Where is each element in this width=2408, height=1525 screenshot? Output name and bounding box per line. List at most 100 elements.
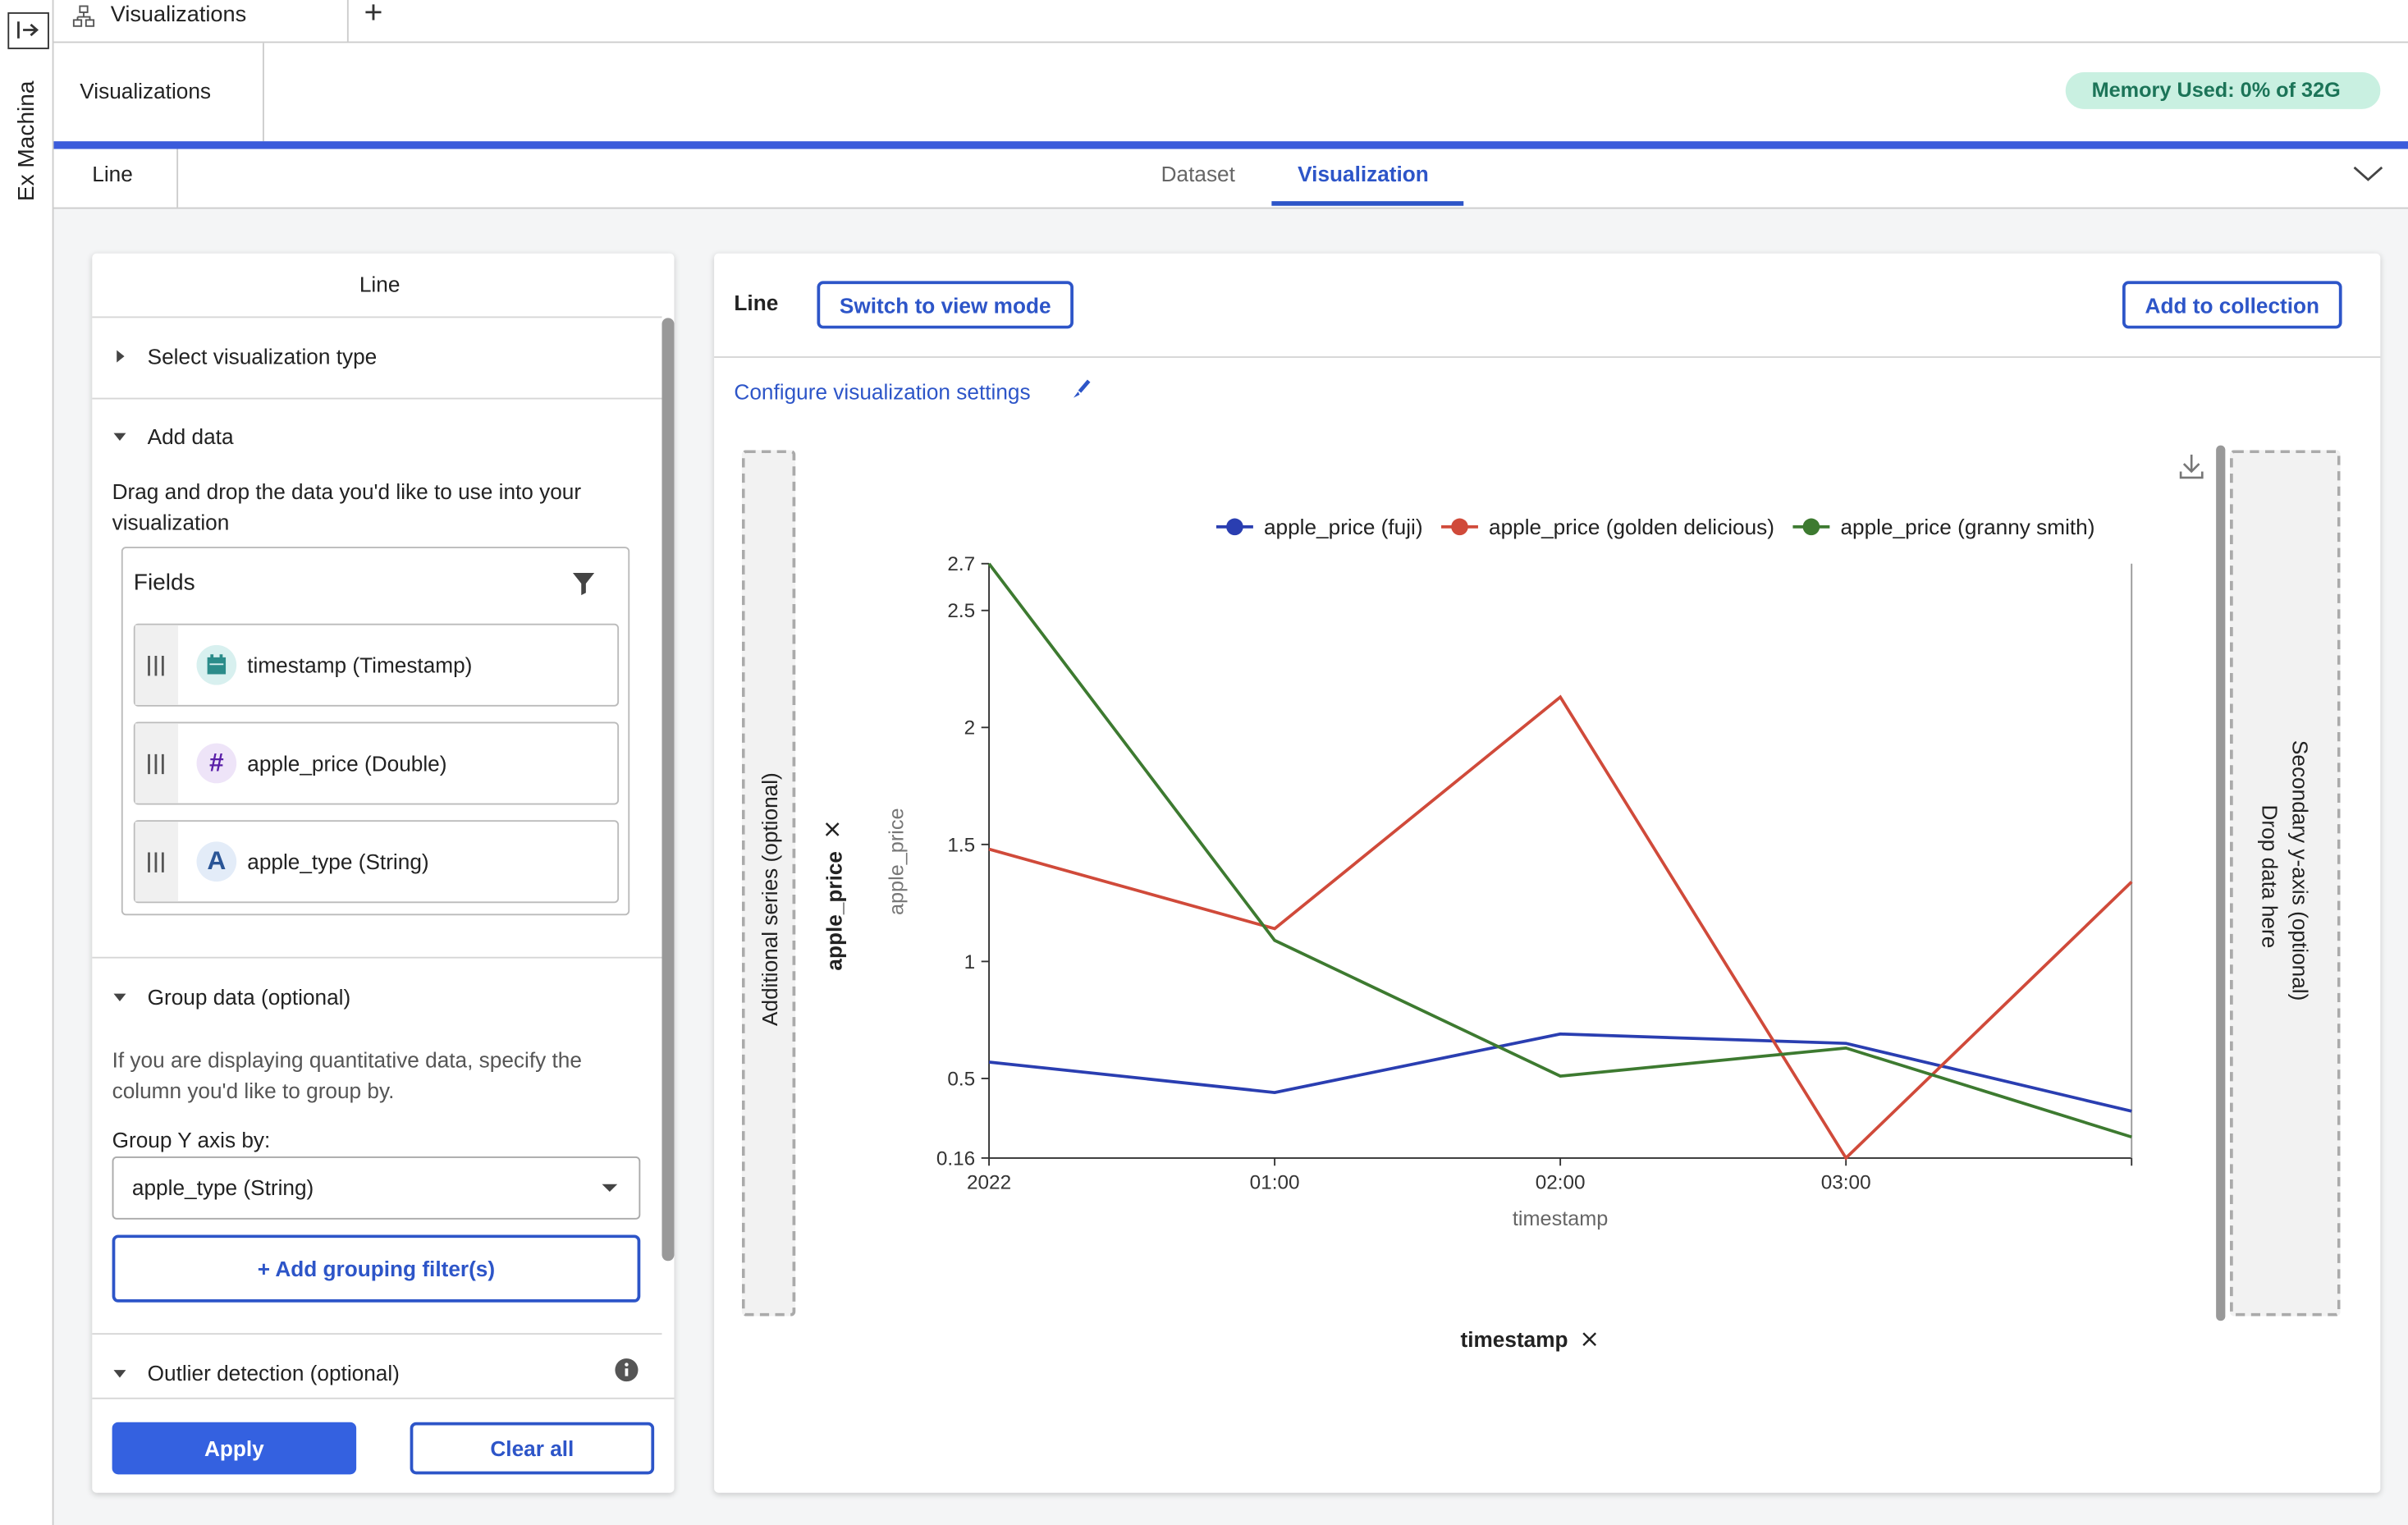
collapse-icon xyxy=(17,21,39,39)
select-caret xyxy=(602,1184,618,1193)
section-title[interactable]: Outlier detection (optional) xyxy=(147,1360,400,1385)
group-label: Group Y axis by: xyxy=(112,1127,271,1152)
memory-pill xyxy=(2065,71,2381,109)
switch-button[interactable]: Switch to view mode xyxy=(817,281,1074,329)
x-tick-label: 2022 xyxy=(967,1171,1011,1193)
splitter[interactable] xyxy=(2216,445,2226,1321)
legend-marker xyxy=(1802,518,1820,536)
divider xyxy=(92,1397,675,1399)
add-filter-button[interactable]: + Add grouping filter(s) xyxy=(112,1234,641,1303)
tab-label: Visualizations xyxy=(110,2,247,28)
field-item[interactable]: timestamp (Timestamp) xyxy=(133,623,620,707)
divider xyxy=(92,1333,662,1335)
section-title[interactable]: Add data xyxy=(147,424,234,449)
grip-icon xyxy=(148,753,164,775)
field-item[interactable]: A apple_type (String) xyxy=(133,820,620,904)
y-tick-label: 2.7 xyxy=(947,553,975,575)
configure-link[interactable]: Configure visualization settings xyxy=(734,379,1031,405)
tab-bar xyxy=(53,0,2408,44)
calendar-icon xyxy=(207,654,227,675)
divider xyxy=(92,956,662,959)
field-icon xyxy=(196,644,237,685)
caret-right xyxy=(117,350,125,363)
x-tick-label: 02:00 xyxy=(1536,1171,1586,1193)
field-label: timestamp (Timestamp) xyxy=(247,653,473,678)
field-icon: # xyxy=(196,743,237,784)
filter-icon[interactable] xyxy=(571,571,596,596)
group-value: apple_type (String) xyxy=(131,1175,314,1200)
tab[interactable] xyxy=(53,0,349,42)
y-tick-label: 0.16 xyxy=(936,1147,975,1170)
viz-title: Line xyxy=(734,290,779,315)
divider xyxy=(176,149,179,208)
scrollbar xyxy=(662,318,675,1262)
field-label: apple_price (Double) xyxy=(247,751,447,776)
y-tick-label: 2.5 xyxy=(947,600,975,622)
section-title[interactable]: Group data (optional) xyxy=(147,984,351,1010)
help-text: Drag and drop the data you'd like to use… xyxy=(112,479,582,534)
divider xyxy=(92,397,662,400)
clear-button[interactable]: Clear all xyxy=(410,1422,655,1475)
tab-underline xyxy=(1271,201,1464,206)
x-field: timestamp xyxy=(1460,1326,1568,1352)
caret-down xyxy=(113,993,126,1002)
subheader-title: Line xyxy=(92,161,133,186)
legend-label: apple_price (golden delicious) xyxy=(1489,515,1774,539)
brush-icon xyxy=(1073,379,1091,398)
y-tick-label: 1 xyxy=(964,951,976,973)
help-text: If you are displaying quantitative data,… xyxy=(112,1047,582,1102)
subheader xyxy=(53,149,2408,209)
header-title: Visualizations xyxy=(80,78,212,103)
grip-icon xyxy=(148,656,164,676)
accent-bar xyxy=(53,141,2408,149)
tab-visualization[interactable]: Visualization xyxy=(1298,161,1429,186)
y-axis-label: apple_price xyxy=(885,808,908,915)
field-icon: A xyxy=(196,841,237,882)
divider xyxy=(92,316,662,318)
x-axis-label: timestamp xyxy=(1513,1207,1608,1230)
header xyxy=(53,43,2408,142)
right-panel xyxy=(714,253,2381,1493)
apply-button[interactable]: Apply xyxy=(112,1422,357,1475)
panel-title: Line xyxy=(359,272,401,297)
tab-dataset[interactable]: Dataset xyxy=(1161,161,1235,186)
legend-marker xyxy=(1226,518,1243,536)
info-icon[interactable] xyxy=(614,1358,639,1382)
add-collection-button[interactable]: Add to collection xyxy=(2122,281,2342,329)
fields-title: Fields xyxy=(133,570,195,597)
add-tab[interactable]: + xyxy=(364,0,383,31)
divider xyxy=(262,43,264,142)
field-label: apple_type (String) xyxy=(247,849,429,874)
y-tick-label: 2 xyxy=(964,717,976,740)
remove-y-field[interactable] xyxy=(823,820,841,838)
memory-text: Memory Used: 0% of 32G xyxy=(2091,78,2341,102)
y-tick-label: 0.5 xyxy=(947,1068,975,1090)
group-select[interactable] xyxy=(112,1156,641,1220)
y-tick-label: 1.5 xyxy=(947,834,975,856)
collapse-button[interactable] xyxy=(7,11,49,49)
field-item[interactable]: # apple_price (Double) xyxy=(133,721,620,805)
grip-icon xyxy=(148,852,164,872)
secondary-axis-drop[interactable] xyxy=(2229,450,2341,1317)
chevron[interactable] xyxy=(2353,163,2383,184)
tab-icon xyxy=(72,5,95,27)
caret-down xyxy=(113,1370,126,1378)
remove-x-field[interactable] xyxy=(1580,1330,1598,1348)
legend-label: apple_price (fuji) xyxy=(1264,515,1423,539)
x-tick-label: 03:00 xyxy=(1821,1171,1871,1193)
line-series xyxy=(988,694,2133,1161)
additional-series-drop[interactable] xyxy=(741,450,796,1317)
sidebar xyxy=(0,0,54,1525)
caret-down xyxy=(113,433,126,442)
legend-marker xyxy=(1451,518,1468,536)
legend-label: apple_price (granny smith) xyxy=(1840,515,2094,539)
line-series xyxy=(987,562,2132,1139)
divider xyxy=(714,356,2381,358)
x-tick-label: 01:00 xyxy=(1250,1171,1300,1193)
section-title[interactable]: Select visualization type xyxy=(147,344,378,369)
download-icon[interactable] xyxy=(2177,453,2205,481)
